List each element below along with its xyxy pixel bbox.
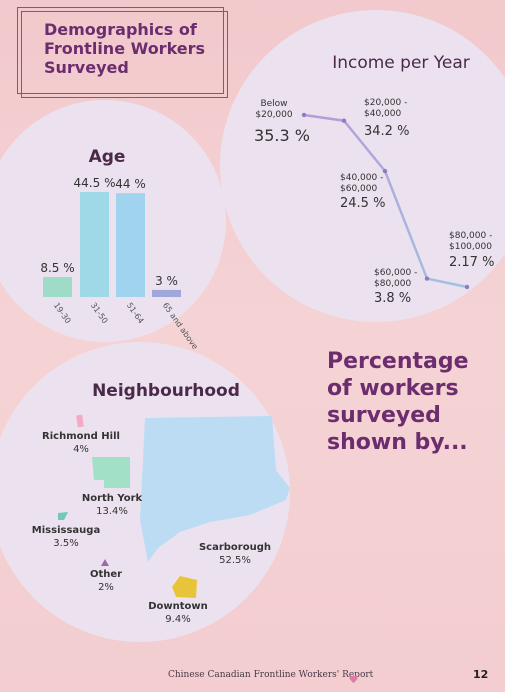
region-mississauga-shape bbox=[58, 512, 68, 520]
title-frame-outer bbox=[17, 7, 224, 94]
chart-title: Income per Year bbox=[332, 53, 470, 73]
income-point bbox=[341, 118, 347, 123]
age-bar-label: 8.5 % bbox=[40, 261, 74, 275]
income-value-label: 3.8 % bbox=[374, 291, 411, 306]
income-category-label: $40,000 -$60,000 bbox=[340, 173, 383, 194]
age-bar bbox=[152, 289, 181, 297]
age-bar-label: 3 % bbox=[155, 274, 178, 288]
income-value-label: 24.5 % bbox=[340, 196, 385, 211]
footer-report-name: Chinese Canadian Frontline Workers' Repo… bbox=[168, 670, 374, 680]
income-value-label: 35.3 % bbox=[254, 126, 310, 145]
age-bar bbox=[80, 192, 109, 297]
age-bar-label: 44 % bbox=[115, 177, 146, 191]
income-value-label: 2.17 % bbox=[449, 255, 494, 270]
side-caption: Percentage of workers surveyed shown by.… bbox=[327, 349, 469, 455]
chart-title: Age bbox=[89, 147, 126, 167]
income-category-label: $80,000 -$100,000 bbox=[449, 231, 492, 252]
title-frame-inner bbox=[21, 11, 228, 98]
age-bar bbox=[43, 276, 72, 297]
income-value-label: 34.2 % bbox=[364, 124, 409, 139]
age-bar-label: 44.5 % bbox=[74, 176, 116, 190]
income-point bbox=[464, 284, 470, 290]
income-point bbox=[301, 112, 307, 118]
region-name-label: Mississauga bbox=[32, 525, 100, 536]
region-name-label: North York bbox=[82, 493, 143, 504]
region-value-label: 9.4% bbox=[165, 614, 190, 625]
age-circle bbox=[0, 100, 226, 342]
region-downtown-shape bbox=[172, 576, 197, 598]
income-point bbox=[382, 168, 388, 174]
region-north-york-shape bbox=[92, 457, 130, 488]
region-value-label: 2% bbox=[98, 582, 114, 593]
income-category-label: $20,000 -$40,000 bbox=[364, 98, 407, 119]
region-value-label: 3.5% bbox=[53, 538, 78, 549]
region-name-label: Richmond Hill bbox=[42, 431, 120, 442]
region-scarborough-shape bbox=[140, 416, 290, 562]
income-category-label: Below $20,000 bbox=[255, 99, 292, 120]
region-value-label: 4% bbox=[73, 444, 89, 455]
region-value-label: 52.5% bbox=[219, 555, 251, 566]
age-bar bbox=[116, 193, 145, 297]
region-value-label: 13.4% bbox=[96, 506, 128, 517]
page-number: 12 bbox=[473, 668, 489, 681]
region-richmond-hill-shape bbox=[76, 414, 84, 428]
heart-icon bbox=[349, 669, 358, 684]
chart-title: Neighbourhood bbox=[92, 381, 240, 401]
income-point bbox=[424, 276, 430, 281]
income-category-label: $60,000 -$80,000 bbox=[374, 268, 417, 289]
region-name-label: Scarborough bbox=[199, 542, 271, 553]
page-title: Demographics of Frontline Workers Survey… bbox=[44, 20, 206, 77]
region-name-label: Downtown bbox=[148, 601, 208, 612]
region-other-shape bbox=[101, 559, 109, 566]
region-name-label: Other bbox=[90, 569, 122, 580]
income-circle bbox=[220, 10, 505, 322]
